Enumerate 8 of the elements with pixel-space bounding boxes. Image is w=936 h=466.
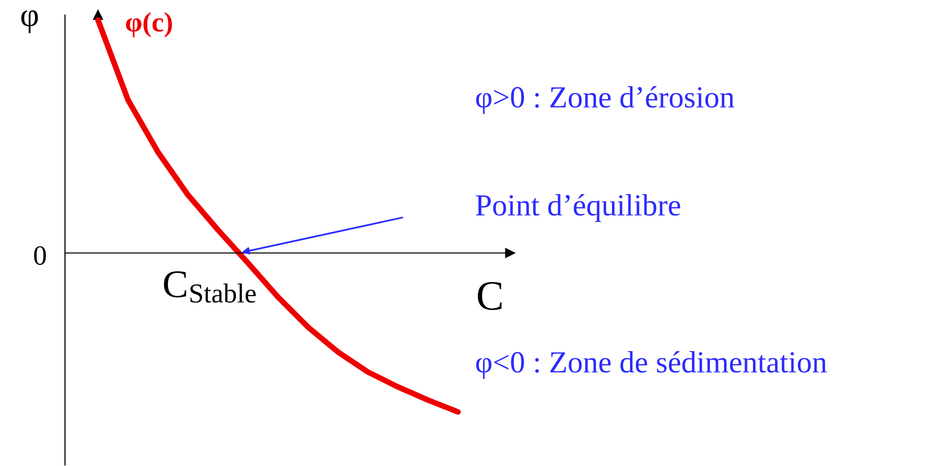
x-axis-title: C	[478, 282, 502, 310]
series-label: φ(c)	[126, 12, 172, 38]
y-axis-title: φ	[21, 10, 38, 34]
text: 0	[34, 246, 46, 265]
text: φ>0 : Zone d’érosion	[476, 86, 734, 114]
text: φ<0 : Zone de sédimentation	[476, 351, 827, 379]
text: Point d’équilibre	[476, 194, 680, 222]
annotation: C$_{Stable}$	[164, 271, 256, 303]
